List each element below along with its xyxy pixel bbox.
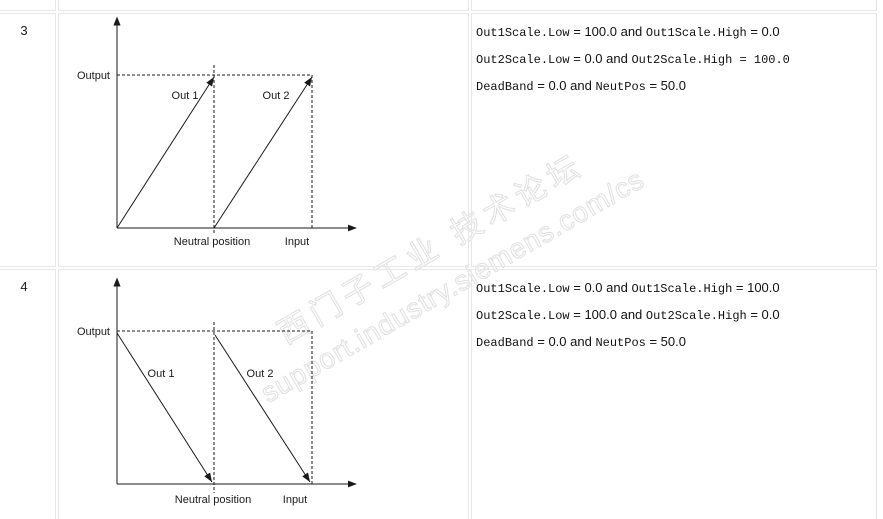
description-line: DeadBand = 0.0 and NeutPos = 50.0: [476, 73, 876, 100]
code-token: NeutPos: [595, 336, 646, 350]
neutral-position-label: Neutral position: [174, 236, 250, 248]
previous-row-cell: [471, 0, 877, 11]
out1-line: [116, 332, 213, 483]
out2-label: Out 2: [263, 90, 290, 102]
plain-text: = 50.0: [645, 78, 686, 93]
scaling-diagram-falling: Output Out 1 Out 2 Neutral position Inpu…: [77, 277, 358, 506]
description-line: DeadBand = 0.0 and NeutPos = 50.0: [476, 329, 876, 356]
y-axis-arrow-icon: [113, 277, 121, 287]
plain-text: = 100.0: [732, 280, 780, 295]
code-token: Out2Scale.High = 100.0: [631, 53, 790, 67]
plain-text: = 0.0 and: [533, 78, 596, 93]
input-axis-label: Input: [283, 494, 307, 506]
row-number: 4: [20, 279, 28, 294]
plain-text: = 0.0: [746, 24, 780, 39]
diagram-cell: Output Out 1 Out 2 Neutral position Inpu…: [58, 13, 470, 267]
code-token: Out1Scale.High: [645, 26, 747, 40]
neutral-position-label: Neutral position: [175, 494, 251, 506]
description-line: Out2Scale.Low = 0.0 and Out2Scale.High =…: [476, 46, 876, 73]
previous-row-cell: [0, 0, 57, 11]
plain-text: = 0.0 and: [533, 334, 596, 349]
x-axis-arrow-icon: [348, 224, 358, 232]
y-axis-arrow-icon: [113, 16, 121, 26]
out2-line: [214, 334, 311, 483]
description-line: Out2Scale.Low = 100.0 and Out2Scale.High…: [476, 302, 876, 329]
code-token: Out1Scale.Low: [476, 26, 570, 40]
code-token: DeadBand: [476, 80, 534, 94]
plain-text: = 0.0: [746, 307, 780, 322]
parameter-description: Out1Scale.Low = 100.0 and Out1Scale.High…: [472, 14, 876, 100]
plain-text: = 100.0 and: [569, 307, 646, 322]
row-number: 3: [20, 23, 28, 38]
code-token: Out1Scale.Low: [476, 282, 570, 296]
description-line: Out1Scale.Low = 100.0 and Out1Scale.High…: [476, 19, 876, 46]
description-cell: Out1Scale.Low = 100.0 and Out1Scale.High…: [471, 13, 877, 267]
code-token: Out2Scale.Low: [476, 309, 570, 323]
plain-text: = 100.0 and: [569, 24, 646, 39]
code-token: NeutPos: [595, 80, 646, 94]
plain-text: = 50.0: [645, 334, 686, 349]
row-number-cell: 3: [0, 13, 57, 267]
code-token: Out1Scale.High: [631, 282, 733, 296]
out2-line: [213, 76, 313, 229]
code-token: Out2Scale.Low: [476, 53, 570, 67]
input-axis-label: Input: [285, 236, 309, 248]
previous-row-fragment: [0, 0, 877, 11]
out1-label: Out 1: [172, 90, 199, 102]
description-line: Out1Scale.Low = 0.0 and Out1Scale.High =…: [476, 275, 876, 302]
out1-label: Out 1: [148, 368, 175, 380]
previous-row-cell: [58, 0, 470, 11]
output-axis-label: Output: [77, 326, 110, 338]
table-row-3: 3: [0, 13, 877, 267]
out1-line: [116, 76, 215, 229]
plain-text: = 0.0 and: [569, 280, 632, 295]
row-number-cell: 4: [0, 269, 57, 519]
code-token: Out2Scale.High: [645, 309, 747, 323]
plain-text: = 0.0 and: [569, 51, 632, 66]
scaling-diagram-rising: Output Out 1 Out 2 Neutral position Inpu…: [77, 16, 358, 248]
table-row-4: 4: [0, 269, 877, 519]
code-token: DeadBand: [476, 336, 534, 350]
diagram-cell: Output Out 1 Out 2 Neutral position Inpu…: [58, 269, 470, 519]
x-axis-arrow-icon: [348, 480, 358, 488]
parameter-description: Out1Scale.Low = 0.0 and Out1Scale.High =…: [472, 270, 876, 356]
description-cell: Out1Scale.Low = 0.0 and Out1Scale.High =…: [471, 269, 877, 519]
output-axis-label: Output: [77, 70, 110, 82]
out2-label: Out 2: [247, 368, 274, 380]
